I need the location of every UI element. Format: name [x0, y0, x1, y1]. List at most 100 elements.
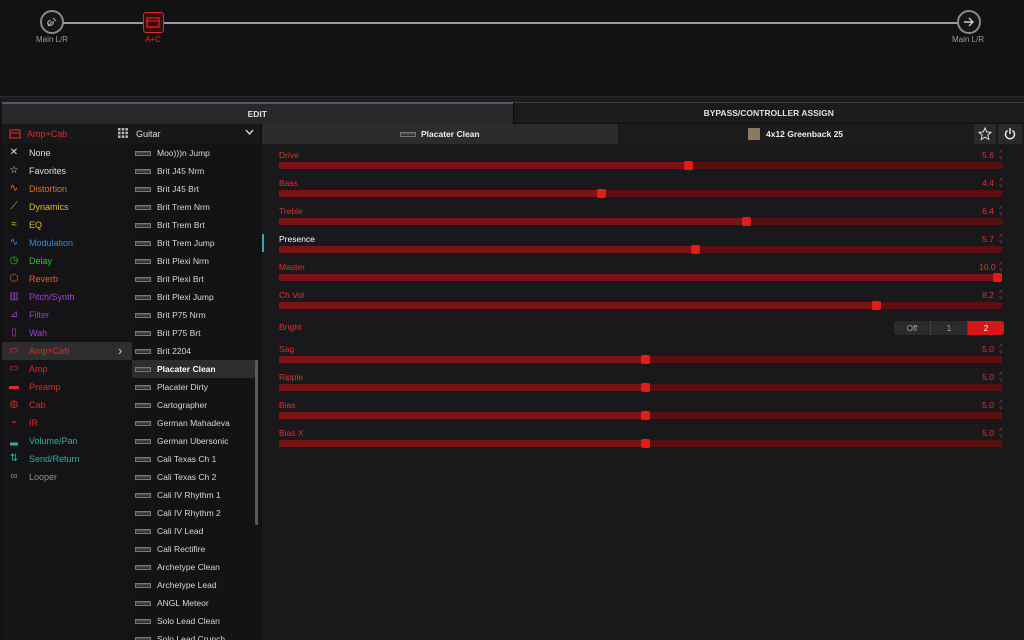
param-slider[interactable] — [279, 300, 1002, 310]
category-item[interactable]: ✕ None — [2, 144, 132, 162]
category-item[interactable]: ◷ Delay — [2, 252, 132, 270]
input-node[interactable] — [40, 10, 64, 34]
model-item[interactable]: Archetype Lead — [132, 576, 256, 594]
tab-edit[interactable]: EDIT — [2, 102, 513, 124]
model-item[interactable]: Brit J45 Nrm — [132, 162, 256, 180]
category-item[interactable]: ⇅ Send/Return — [2, 450, 132, 468]
panel-header: Placater Clean 4x12 Greenback 25 — [262, 124, 1024, 144]
category-item[interactable]: ∿ Distortion — [2, 180, 132, 198]
tab-bypass-controller-assign[interactable]: BYPASS/CONTROLLER ASSIGN — [512, 102, 1024, 123]
param-slider[interactable] — [279, 272, 1002, 282]
model-item[interactable]: Brit J45 Brt — [132, 180, 256, 198]
model-item[interactable]: Brit Trem Brt — [132, 216, 256, 234]
model-item[interactable]: ANGL Meteor — [132, 594, 256, 612]
category-item[interactable]: ⬡ Reverb — [2, 270, 132, 288]
model-item[interactable]: German Mahadeva — [132, 414, 256, 432]
bright-option-off[interactable]: Off — [894, 321, 930, 335]
model-item[interactable]: Brit Plexi Jump — [132, 288, 256, 306]
param-label: Master — [279, 262, 305, 272]
category-item[interactable]: ▥ Pitch/Synth — [2, 288, 132, 306]
category-header[interactable]: Amp+Cab — [2, 124, 132, 143]
param-row: Bass 4.4 ˄ ˅ — [279, 178, 1024, 202]
stepper-arrows-icon[interactable]: ˄ ˅ — [999, 206, 1003, 218]
category-item[interactable]: ▬ Preamp — [2, 378, 132, 396]
category-label: Filter — [29, 310, 49, 320]
slider-handle[interactable] — [640, 438, 650, 448]
category-item[interactable]: ☆ Favorites — [2, 162, 132, 180]
category-item[interactable]: ⌁ IR — [2, 414, 132, 432]
stepper-arrows-icon[interactable]: ˄ ˅ — [999, 150, 1003, 162]
model-item[interactable]: Solo Lead Clean — [132, 612, 256, 630]
model-item[interactable]: Brit P75 Nrm — [132, 306, 256, 324]
power-button[interactable] — [998, 124, 1022, 144]
category-item[interactable]: ≈ EQ — [2, 216, 132, 234]
model-item[interactable]: Brit P75 Brt — [132, 324, 256, 342]
slider-handle[interactable] — [871, 300, 881, 310]
model-item[interactable]: Archetype Clean — [132, 558, 256, 576]
model-item[interactable]: Cali IV Rhythm 2 — [132, 504, 256, 522]
param-slider[interactable] — [279, 382, 1002, 392]
slider-handle[interactable] — [597, 188, 607, 198]
model-item[interactable]: Moo)))n Jump — [132, 144, 256, 162]
favorite-button[interactable] — [974, 124, 996, 144]
param-slider[interactable] — [279, 160, 1002, 170]
category-item[interactable]: ▂ Volume/Pan — [2, 432, 132, 450]
grid-icon[interactable] — [118, 128, 128, 138]
param-slider[interactable] — [279, 216, 1002, 226]
output-node[interactable] — [957, 10, 981, 34]
model-item[interactable]: Cali Rectifire — [132, 540, 256, 558]
model-item[interactable]: Cali IV Lead — [132, 522, 256, 540]
category-item[interactable]: ▭ Amp — [2, 360, 132, 378]
amp-cab-block[interactable] — [143, 12, 164, 33]
slider-handle[interactable] — [993, 272, 1002, 282]
model-item[interactable]: Solo Lead Crunch — [132, 630, 256, 640]
stepper-arrows-icon[interactable]: ˄ ˅ — [999, 178, 1003, 190]
model-item[interactable]: Placater Dirty — [132, 378, 256, 396]
model-header[interactable]: Guitar — [132, 124, 260, 143]
stepper-arrows-icon[interactable]: ˄ ˅ — [999, 290, 1003, 302]
category-item[interactable]: ∿ Modulation — [2, 234, 132, 252]
bright-option-2[interactable]: 2 — [967, 321, 1004, 335]
model-item[interactable]: Brit Trem Nrm — [132, 198, 256, 216]
category-item[interactable]: ▯ Wah — [2, 324, 132, 342]
category-item[interactable]: ◍ Cab — [2, 396, 132, 414]
model-item[interactable]: Brit Trem Jump — [132, 234, 256, 252]
model-item[interactable]: Brit Plexi Brt — [132, 270, 256, 288]
bright-option-1[interactable]: 1 — [930, 321, 967, 335]
slider-handle[interactable] — [691, 244, 701, 254]
param-row: Presence 5.7 ˄ ˅ — [279, 234, 1024, 258]
model-item[interactable]: Cali IV Rhythm 1 — [132, 486, 256, 504]
category-item[interactable]: ▭ Amp+Cab › — [2, 342, 132, 360]
amp-model-tab[interactable]: Placater Clean — [262, 124, 618, 144]
model-item[interactable]: Cali Texas Ch 2 — [132, 468, 256, 486]
category-item[interactable]: ∞ Looper — [2, 468, 132, 486]
stepper-arrows-icon[interactable]: ˄ ˅ — [999, 344, 1003, 356]
model-item[interactable]: Placater Clean — [132, 360, 256, 378]
slider-handle[interactable] — [640, 382, 650, 392]
model-item[interactable]: Cali Texas Ch 1 — [132, 450, 256, 468]
model-item[interactable]: Cartographer — [132, 396, 256, 414]
slider-handle[interactable] — [683, 160, 693, 170]
power-icon — [1004, 128, 1016, 140]
slider-handle[interactable] — [640, 354, 650, 364]
param-slider[interactable] — [279, 354, 1002, 364]
param-slider[interactable] — [279, 188, 1002, 198]
model-item[interactable]: German Ubersonic — [132, 432, 256, 450]
param-slider[interactable] — [279, 244, 1002, 254]
stepper-arrows-icon[interactable]: ˄ ˅ — [999, 234, 1003, 246]
stepper-arrows-icon[interactable]: ˄ ˅ — [999, 262, 1003, 274]
stepper-arrows-icon[interactable]: ˄ ˅ — [999, 400, 1003, 412]
param-slider[interactable] — [279, 438, 1002, 448]
category-item[interactable]: ⊿ Filter — [2, 306, 132, 324]
model-list-scrollbar[interactable] — [255, 360, 258, 525]
param-slider[interactable] — [279, 410, 1002, 420]
param-label: Bias — [279, 400, 296, 410]
slider-handle[interactable] — [640, 410, 650, 420]
stepper-arrows-icon[interactable]: ˄ ˅ — [999, 428, 1003, 440]
cab-model-tab[interactable]: 4x12 Greenback 25 — [620, 124, 972, 144]
slider-handle[interactable] — [741, 216, 751, 226]
stepper-arrows-icon[interactable]: ˄ ˅ — [999, 372, 1003, 384]
model-item[interactable]: Brit Plexi Nrm — [132, 252, 256, 270]
category-item[interactable]: ⟋ Dynamics — [2, 198, 132, 216]
model-item[interactable]: Brit 2204 — [132, 342, 256, 360]
